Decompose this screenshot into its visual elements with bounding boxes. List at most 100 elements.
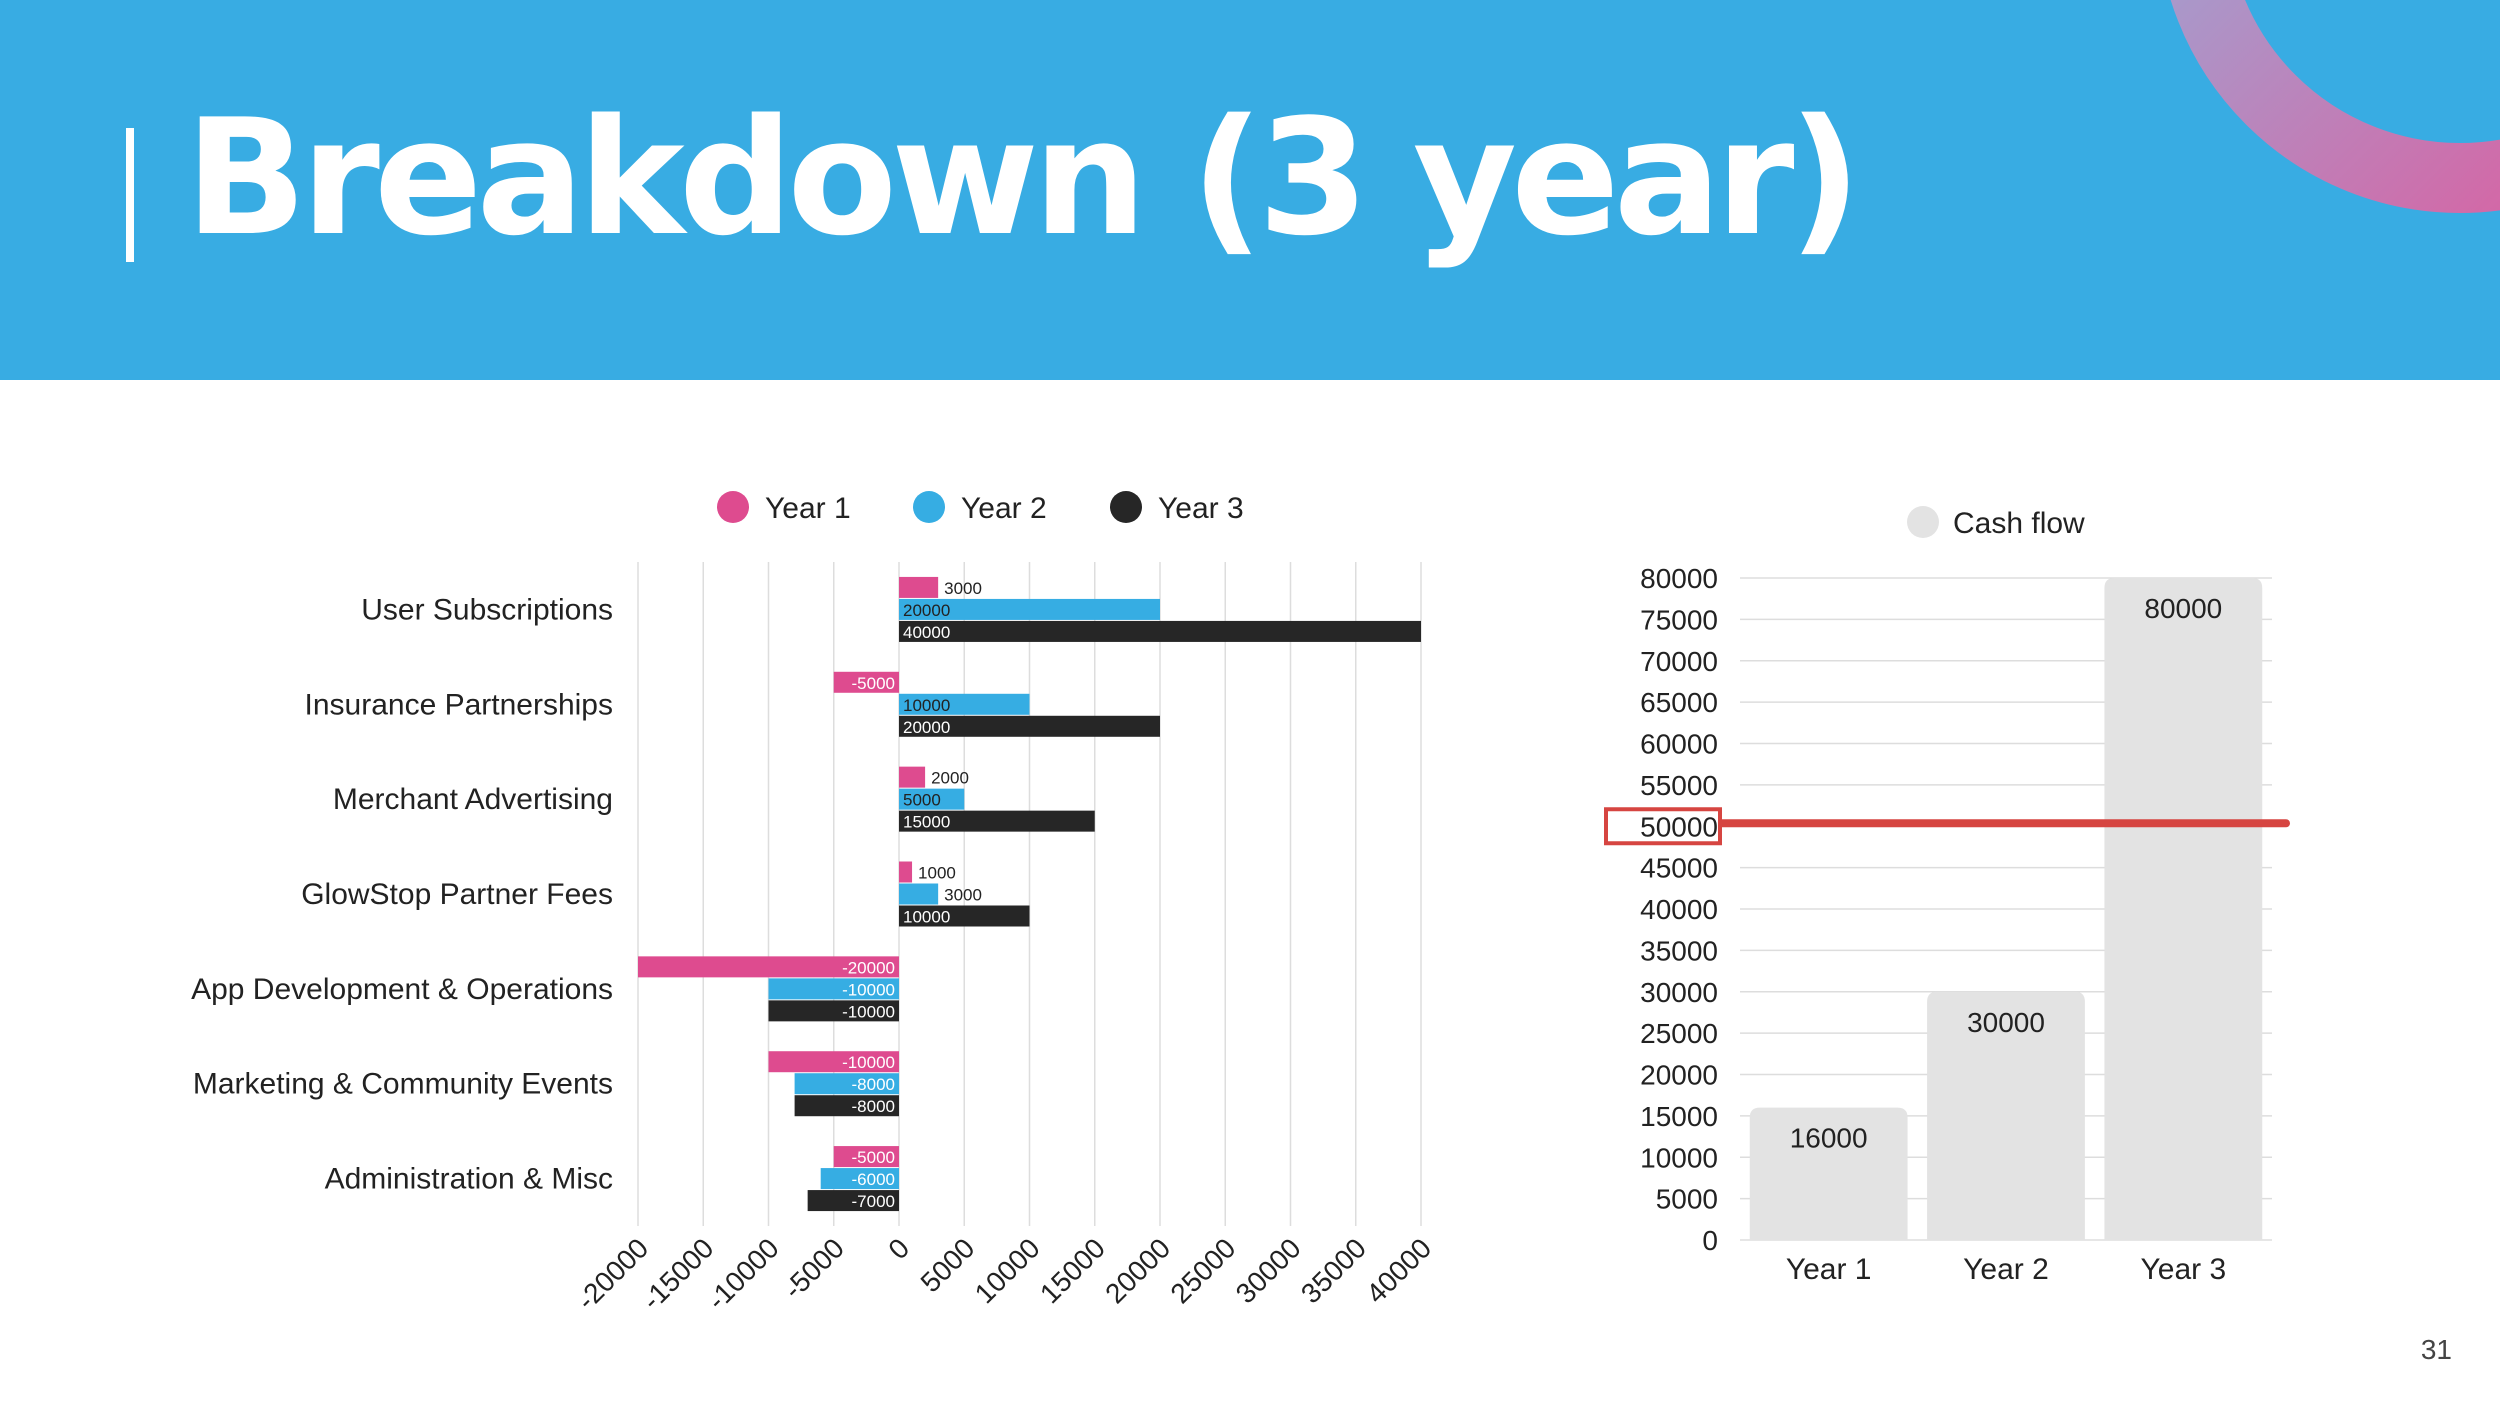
data-label: 3000 [944,579,982,598]
x-tick-label: -20000 [571,1232,655,1316]
bar-year-1 [833,1146,899,1168]
y-tick-label: 5000 [1656,1184,1718,1215]
category-label: App Development & Operations [191,973,613,1006]
legend-label-cash-flow: Cash flow [1953,507,2085,540]
legend-marker-cash-flow [1907,506,1939,538]
legend-marker-year-2 [913,491,945,523]
bar-cash-flow [1749,1107,1908,1240]
y-tick-label: 80000 [1640,563,1718,594]
bar-year-3 [899,810,1095,832]
y-tick-label: 10000 [1640,1142,1718,1173]
category-label: Year 3 [2141,1253,2227,1286]
bar-year-2 [794,1073,899,1095]
bar-year-2 [768,978,899,1000]
x-tick-label: 20000 [1099,1232,1176,1309]
x-tick-label: 10000 [969,1232,1046,1309]
bar-year-2 [899,693,1030,715]
y-tick-label: 20000 [1640,1060,1718,1091]
data-label: -20000 [842,958,895,977]
data-label: -8000 [852,1097,895,1116]
bar-year-2 [899,883,939,905]
bar-year-2 [899,788,965,810]
x-tick-label: 35000 [1295,1232,1372,1309]
category-label: User Subscriptions [361,593,613,626]
y-tick-label: 30000 [1640,977,1718,1008]
data-label: -6000 [852,1170,895,1189]
bar-year-3 [768,1000,899,1022]
y-tick-label: 40000 [1640,894,1718,925]
data-label: 1000 [918,864,956,883]
data-label: 15000 [903,813,950,832]
bar-year-1 [638,956,899,978]
data-label: -5000 [852,1148,895,1167]
bar-cash-flow [1927,991,2085,1240]
data-label: -10000 [842,1053,895,1072]
data-label: 20000 [903,718,950,737]
bar-year-1 [768,1051,899,1073]
y-tick-label: 15000 [1640,1101,1718,1132]
data-label: 40000 [903,623,950,642]
bar-year-1 [899,766,926,788]
category-label: Year 2 [1963,1253,2049,1286]
x-tick-label: -5000 [777,1232,850,1305]
x-tick-label: 25000 [1165,1232,1242,1309]
category-label: Merchant Advertising [333,783,613,816]
legend-label-year-1: Year 1 [765,492,851,525]
data-label: 10000 [903,696,950,715]
legend-label-year-2: Year 2 [961,492,1047,525]
page-number: 31 [2420,1334,2452,1365]
data-label: -5000 [852,674,895,693]
y-tick-label: 45000 [1640,853,1718,884]
x-tick-label: -15000 [636,1232,720,1316]
data-label: 20000 [903,601,950,620]
x-tick-label: 40000 [1360,1232,1437,1309]
slide-title: Breakdown (3 year) [185,84,1862,271]
revenue-expense-bar-chart: -20000-15000-10000-5000 0 5000100001500020… [191,491,1437,1316]
data-label: -10000 [842,1002,895,1021]
category-label: Year 1 [1786,1253,1872,1286]
y-tick-label: 60000 [1640,729,1718,760]
bar-cash-flow [2104,578,2263,1240]
data-label: -8000 [852,1075,895,1094]
bar-year-3 [899,715,1160,737]
legend-marker-year-1 [717,491,749,523]
x-tick-label: 30000 [1230,1232,1307,1309]
data-label: 2000 [931,769,969,788]
category-label: Administration & Misc [325,1163,613,1196]
bar-year-1 [899,861,913,883]
legend-label-year-3: Year 3 [1158,492,1244,525]
y-tick-label: 35000 [1640,935,1718,966]
y-tick-label: 25000 [1640,1018,1718,1049]
data-label: 80000 [2144,593,2222,624]
bar-year-1 [833,671,899,693]
data-label: -7000 [852,1192,895,1211]
category-label: Insurance Partnerships [305,688,614,721]
bar-year-2 [820,1168,899,1190]
y-tick-label: 75000 [1640,604,1718,635]
y-tick-label: 65000 [1640,687,1718,718]
bar-year-2 [899,598,1160,620]
title-accent-bar [126,128,134,262]
category-label: Marketing & Community Events [193,1068,613,1101]
data-label: 16000 [1790,1123,1868,1154]
bar-year-3 [794,1095,899,1117]
y-tick-label: 70000 [1640,646,1718,677]
x-tick-label: -10000 [701,1232,785,1316]
bar-year-3 [807,1190,899,1212]
data-label: -10000 [842,980,895,999]
legend-marker-year-3 [1110,491,1142,523]
x-tick-label: 0 [882,1232,915,1265]
y-tick-label: 50000 [1640,811,1718,842]
y-tick-label: 0 [1702,1225,1718,1256]
data-label: 30000 [1967,1007,2045,1038]
data-label: 10000 [903,908,950,927]
decorative-ring [2170,0,2500,213]
bar-year-3 [899,620,1421,642]
title-header: Breakdown (3 year) [0,0,2500,380]
category-label: GlowStop Partner Fees [301,878,613,911]
data-label: 3000 [944,886,982,905]
bar-year-3 [899,905,1030,927]
cash-flow-bar-chart: 0 5000 10000 15000 20000 25000 30000 35000 40000… [1604,506,2290,1286]
x-tick-label: 15000 [1034,1232,1111,1309]
y-tick-label: 55000 [1640,770,1718,801]
